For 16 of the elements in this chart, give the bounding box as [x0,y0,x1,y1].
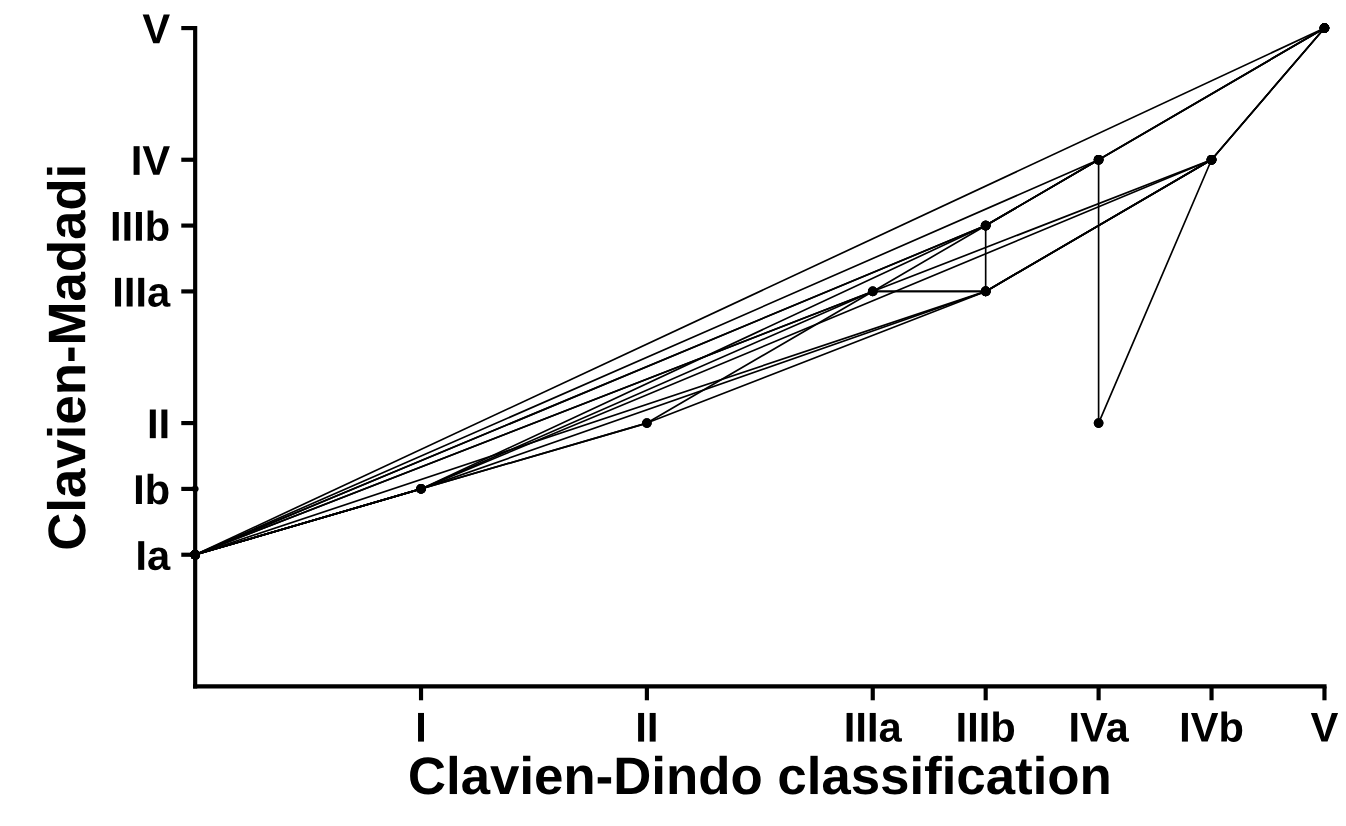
x-tick-label: IVb [1181,711,1243,743]
text: IIIa [115,277,171,307]
x-tick-label: IVa [1071,712,1129,743]
x-axis-title: Clavien-Dindo classification [410,755,1109,795]
text: Ia [138,541,171,571]
x-tick-label: V [1310,712,1339,742]
x-tick-label: I [418,712,425,742]
text: Ib [135,473,169,505]
x-tick-label: II [638,712,656,742]
text: II [149,409,168,439]
text: V [142,14,170,44]
x-tick-label: IIIb [958,711,1015,743]
text: IV [133,146,170,175]
y-axis-title: Clavien-Madadi [46,167,86,549]
text: IIIb [112,210,169,242]
x-tick-label: IIIa [846,712,902,743]
